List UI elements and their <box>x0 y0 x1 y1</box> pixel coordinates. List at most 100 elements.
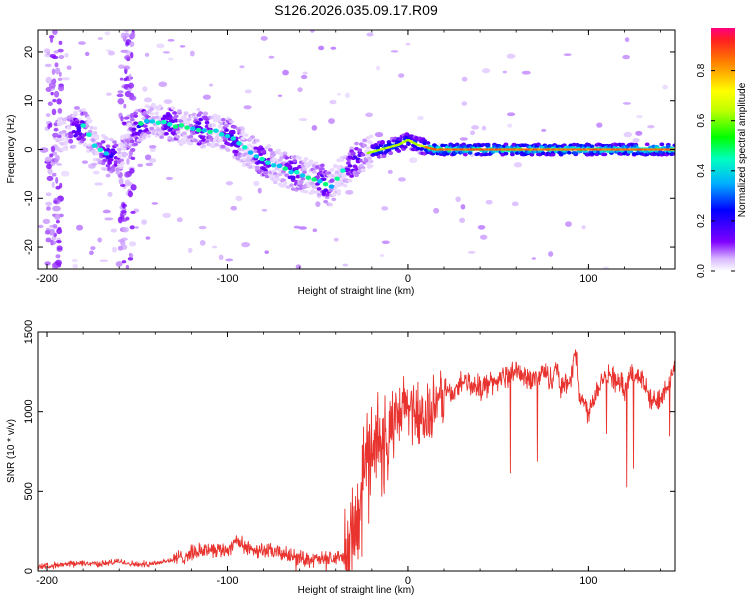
noise-blob <box>128 73 132 81</box>
ridge-blob <box>282 181 288 185</box>
ridge-blob <box>345 161 351 165</box>
ridge-blob <box>294 167 299 171</box>
noise-blob <box>45 206 51 211</box>
ridge-blob <box>331 197 337 202</box>
ridge-blob <box>349 174 355 178</box>
ridge-blob <box>573 151 579 155</box>
noise-blob <box>117 90 124 94</box>
ridge-blob <box>217 138 223 143</box>
ridge-blob <box>659 142 665 147</box>
noise-blob <box>124 55 131 60</box>
noise-blob <box>90 246 96 251</box>
snr-ylabel: SNR (10 * v/v) <box>6 419 17 483</box>
noise-blob <box>622 54 630 60</box>
noise-blob <box>145 162 154 167</box>
ridge-blob <box>336 191 342 196</box>
ridge-blob <box>102 158 108 163</box>
ridge-blob <box>404 132 410 136</box>
ridge-blob <box>164 131 169 136</box>
ridge-blob <box>220 144 226 149</box>
spectrogram-ytick-label: -10 <box>23 190 35 206</box>
noise-blob <box>167 57 174 61</box>
noise-blob <box>268 55 275 59</box>
colorbar-label: Normalized spectral amplitude <box>737 82 748 217</box>
ridge-bead <box>259 156 265 162</box>
ridge-bead <box>218 132 225 137</box>
ridge-blob <box>316 192 322 197</box>
colorbar-tick-label: 0.6 <box>696 113 707 127</box>
ridge-blob <box>133 114 139 118</box>
noise-blob <box>72 263 79 269</box>
noise-blob <box>176 217 183 223</box>
ridge-blob <box>87 119 93 124</box>
noise-blob <box>531 257 536 260</box>
ridge-blob <box>263 170 268 175</box>
ridge-blob <box>454 142 460 147</box>
colorbar-tick-label: 0.8 <box>696 63 707 77</box>
ridge-blob <box>152 105 158 109</box>
noise-blob <box>42 218 51 225</box>
ridge-blob <box>233 149 239 154</box>
noise-blob <box>48 82 56 89</box>
ridge-blob <box>113 143 119 148</box>
ridge-blob <box>303 157 309 161</box>
noise-blob <box>342 263 349 267</box>
noise-blob <box>44 63 52 68</box>
colorbar-tick-label: 0.4 <box>696 163 707 177</box>
ridge-blob <box>177 109 182 113</box>
ridge-blob <box>110 168 116 173</box>
spectrogram-xtick-label: -100 <box>216 273 238 285</box>
noise-blob <box>315 201 321 208</box>
ridge-bead <box>86 132 92 137</box>
noise-blob <box>162 51 170 54</box>
noise-blob <box>58 54 65 60</box>
ridge-blob <box>149 107 155 111</box>
ridge-blob <box>159 135 165 139</box>
colorbar-tick-label: 0.0 <box>696 264 707 278</box>
spectrogram-heatmap <box>38 30 675 269</box>
noise-blob <box>48 228 56 236</box>
ridge-blob <box>281 169 286 174</box>
ridge-blob <box>347 178 353 183</box>
ridge-blob <box>287 164 293 169</box>
noise-blob <box>243 105 252 110</box>
ridge-blob <box>198 117 203 122</box>
ridge-blob <box>362 138 368 143</box>
noise-blob <box>417 115 424 121</box>
noise-blob <box>277 94 283 98</box>
noise-blob <box>47 101 53 107</box>
ridge-blob <box>56 134 62 139</box>
ridge-bead <box>224 133 231 139</box>
spectrogram-xtick-label: -200 <box>36 273 58 285</box>
noise-blob <box>58 40 63 45</box>
noise-blob <box>56 228 63 235</box>
noise-blob <box>46 175 54 182</box>
ridge-blob <box>289 183 294 188</box>
noise-blob <box>470 130 476 136</box>
ridge-bead <box>236 141 242 146</box>
spectrogram-xtick-label: 0 <box>405 273 411 285</box>
ridge-blob <box>193 138 199 143</box>
noise-blob <box>56 163 63 166</box>
noise-blob <box>471 125 480 130</box>
ridge-blob <box>285 185 291 189</box>
noise-blob <box>636 114 643 119</box>
noise-blob <box>408 157 418 164</box>
noise-blob <box>94 182 104 186</box>
ridge-blob <box>324 193 330 197</box>
ridge-blob <box>100 140 106 144</box>
noise-blob <box>507 112 516 117</box>
ridge-blob <box>112 150 117 155</box>
noise-blob <box>330 46 337 50</box>
snr-ytick-label: 500 <box>23 482 35 500</box>
snr-series-line <box>38 349 675 571</box>
ridge-blob <box>329 168 335 172</box>
noise-blob <box>121 121 127 125</box>
ridge-blob <box>566 150 572 155</box>
noise-blob <box>58 71 62 77</box>
noise-blob <box>635 130 643 136</box>
noise-blob <box>379 254 385 257</box>
noise-blob <box>485 199 493 205</box>
noise-blob <box>479 234 488 240</box>
